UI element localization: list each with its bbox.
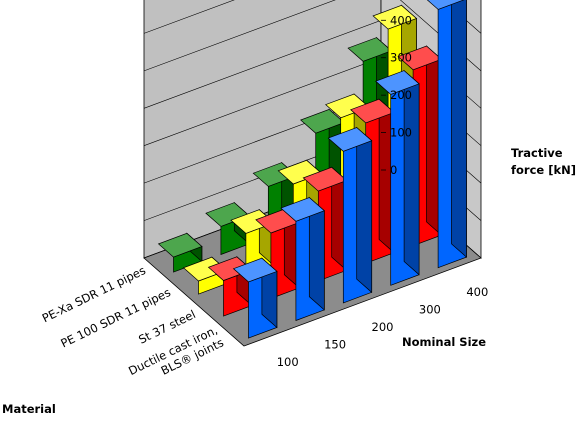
chart-bars	[157, 0, 467, 339]
y-axis-title: Material	[2, 402, 56, 416]
bar-top-face	[327, 127, 373, 152]
z-tick-label: 400	[390, 13, 412, 27]
z-tick-label: 200	[390, 88, 412, 102]
bar-top-face	[375, 70, 420, 95]
x-axis-title: Nominal Size	[402, 335, 486, 349]
bar-top-face	[302, 166, 348, 192]
x-tick-label: 150	[324, 338, 346, 352]
bar-top-face	[232, 257, 278, 283]
x-tick-label: 300	[419, 302, 441, 316]
bar	[327, 126, 373, 304]
bar-side-face	[451, 0, 467, 258]
z-axis-title: Tractive force [kN]	[511, 146, 576, 177]
bar	[426, 0, 467, 269]
bar-top-face	[280, 197, 325, 222]
bar	[232, 257, 278, 339]
z-tick-label: 300	[390, 51, 412, 65]
z-tick-label: 100	[390, 126, 412, 140]
x-tick-label: 100	[277, 355, 299, 369]
bar	[375, 69, 420, 286]
bar-side-face	[356, 126, 373, 294]
bar-top-face	[300, 108, 345, 134]
x-tick-label: 200	[372, 320, 394, 334]
bar-top-face	[157, 232, 203, 258]
bar	[280, 196, 325, 322]
bar-top-face	[350, 98, 395, 124]
chart-ticks: 0100200300400500600700100150200300400	[277, 13, 489, 369]
bar-top-face	[397, 45, 443, 71]
bar-top-face	[426, 0, 465, 10]
x-tick-label: 400	[466, 285, 488, 299]
bar-top-face	[347, 37, 393, 62]
bar-top-face	[372, 4, 418, 30]
z-tick-label: 0	[390, 163, 397, 177]
